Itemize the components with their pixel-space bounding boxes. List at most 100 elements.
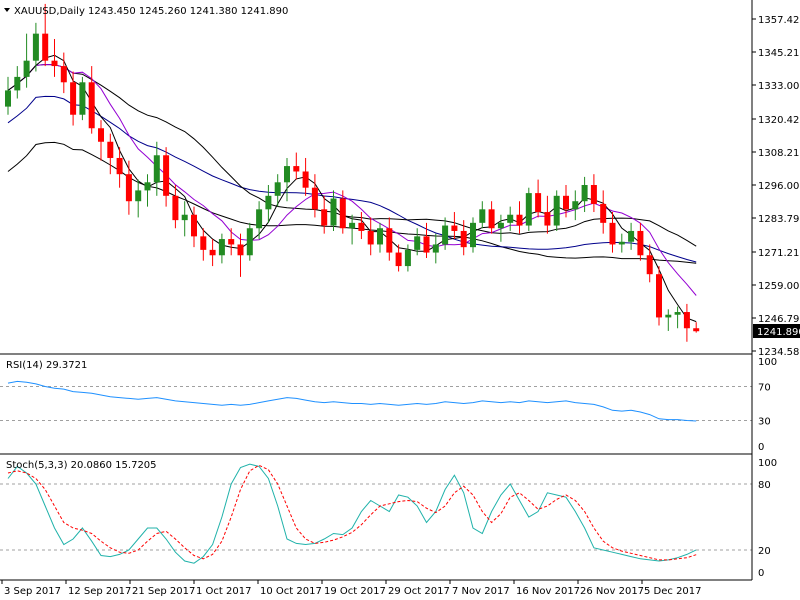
candle-body [600,203,607,223]
stoch-panel [0,463,752,564]
stoch-title: Stoch(5,3,3) 20.0860 15.7205 [6,460,157,471]
candle-body [228,239,235,245]
time-tick-label: 7 Nov 2017 [452,586,510,597]
time-tick-label: 5 Dec 2017 [644,586,702,597]
stoch-k-line [7,463,697,564]
price-tick-label: 1308.210 [758,148,800,159]
price-tick-label: 1271.210 [758,248,800,259]
ma-20-line [7,63,697,296]
candle-body [665,314,672,318]
candle-body [451,225,458,231]
symbol-label: XAUUSD,Daily [14,6,85,17]
candle-body [284,166,290,183]
price-tick-label: 1345.210 [758,48,800,59]
candle-body [311,187,318,210]
candle-body [544,212,551,226]
current-price-label: 1241.890 [757,327,800,338]
candle-body [200,236,207,250]
price-tick-label: 1246.790 [758,314,800,325]
candle-body [358,222,365,231]
candle-body [339,198,346,229]
candle-body [553,195,560,226]
candle-body [60,66,67,83]
candle-body [674,312,681,315]
price-tick-label: 1234.580 [758,347,800,358]
stoch-level-label: 100 [758,458,777,469]
stoch-d-line [7,464,697,561]
candle-body [507,214,514,223]
candle-body [488,209,495,229]
candle-body [256,209,263,229]
candle-body [516,214,523,226]
time-tick-label: 3 Sep 2017 [4,586,61,597]
stoch-level-label: 80 [758,480,771,491]
time-tick-label: 1 Oct 2017 [196,586,251,597]
rsi-level-label: 100 [758,357,777,368]
candle-body [70,82,77,115]
time-tick-label: 16 Nov 2017 [516,586,580,597]
candle-body [79,82,86,115]
candle-body [51,60,58,67]
candle-body [302,171,309,188]
stoch-level-label: 0 [758,568,764,579]
ohlc-values: 1243.450 1245.260 1241.380 1241.890 [88,6,288,17]
candle-body [237,244,244,256]
candle-body [563,195,569,210]
candle-body [32,33,39,61]
candle-body [209,249,216,256]
candle-body [172,195,179,221]
candle-body [637,230,644,256]
candle-body [581,185,588,202]
candle-body [163,155,170,196]
candle-body [144,182,151,191]
candle-body [497,222,504,229]
price-panel [5,3,700,342]
candle-body [628,230,635,242]
time-tick-label: 26 Nov 2017 [580,586,644,597]
candle-body [107,141,114,158]
candle-body [535,193,542,213]
candle-body [349,222,356,229]
dropdown-triangle-icon[interactable] [4,8,10,12]
candle-body [470,222,476,248]
time-tick-label: 10 Oct 2017 [260,586,322,597]
candle-body [191,214,197,237]
rsi-level-label: 0 [758,442,764,453]
candle-body [386,228,393,253]
rsi-level-label: 30 [758,417,771,428]
candle-body [656,274,662,318]
candle-body [693,328,700,332]
price-tick-label: 1320.420 [758,115,800,126]
candle-body [442,225,449,245]
candle-body [423,236,430,253]
rsi-title: RSI(14) 29.3721 [6,360,87,371]
ma-100-line [7,95,697,263]
candle-body [98,128,104,142]
candle-body [116,157,123,175]
candle-body [5,90,11,107]
time-tick-label: 21 Sep 2017 [132,586,195,597]
time-tick-label: 12 Sep 2017 [68,586,131,597]
candle-body [609,222,616,245]
candle-body [479,209,486,223]
price-tick-label: 1283.790 [758,214,800,225]
rsi-line [7,380,697,422]
candle-body [525,193,532,226]
rsi-panel [0,380,752,422]
candle-body [618,241,625,245]
candle-body [88,82,95,129]
candle-body [125,174,132,202]
rsi-level-label: 70 [758,383,771,394]
candle-body [153,155,160,183]
candle-body [321,209,328,226]
price-tick-label: 1259.000 [758,281,800,292]
candle-body [265,195,272,210]
candle-body [274,182,281,196]
candle-body [42,33,49,61]
candle-body [683,312,690,329]
candle-body [404,249,411,267]
candle-body [432,244,439,253]
candle-body [414,236,421,250]
candle-body [395,252,402,267]
price-tick-label: 1333.000 [758,81,800,92]
